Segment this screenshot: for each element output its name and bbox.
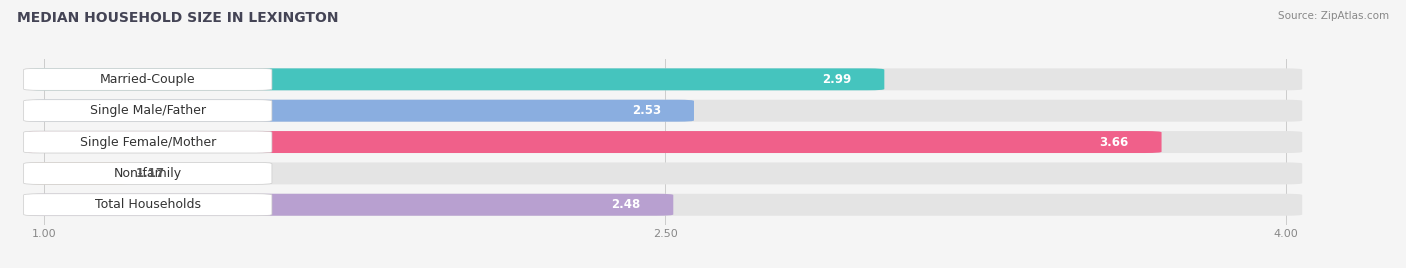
FancyBboxPatch shape [28, 68, 1302, 90]
Text: Source: ZipAtlas.com: Source: ZipAtlas.com [1278, 11, 1389, 21]
Text: Married-Couple: Married-Couple [100, 73, 195, 86]
Text: Total Households: Total Households [94, 198, 201, 211]
Text: 2.99: 2.99 [823, 73, 851, 86]
FancyBboxPatch shape [28, 100, 695, 122]
Text: Single Female/Mother: Single Female/Mother [80, 136, 217, 148]
Text: MEDIAN HOUSEHOLD SIZE IN LEXINGTON: MEDIAN HOUSEHOLD SIZE IN LEXINGTON [17, 11, 339, 25]
FancyBboxPatch shape [24, 68, 271, 90]
FancyBboxPatch shape [28, 131, 1302, 153]
Text: 2.53: 2.53 [631, 104, 661, 117]
Text: 3.66: 3.66 [1099, 136, 1129, 148]
FancyBboxPatch shape [24, 194, 271, 216]
FancyBboxPatch shape [28, 194, 673, 216]
Text: Non-family: Non-family [114, 167, 181, 180]
Text: 1.17: 1.17 [135, 167, 165, 180]
FancyBboxPatch shape [28, 162, 131, 184]
FancyBboxPatch shape [24, 100, 271, 122]
FancyBboxPatch shape [24, 162, 271, 184]
Text: Single Male/Father: Single Male/Father [90, 104, 205, 117]
FancyBboxPatch shape [24, 131, 271, 153]
Text: 2.48: 2.48 [612, 198, 640, 211]
FancyBboxPatch shape [28, 162, 1302, 184]
FancyBboxPatch shape [28, 68, 884, 90]
FancyBboxPatch shape [28, 100, 1302, 122]
FancyBboxPatch shape [28, 131, 1161, 153]
FancyBboxPatch shape [28, 194, 1302, 216]
